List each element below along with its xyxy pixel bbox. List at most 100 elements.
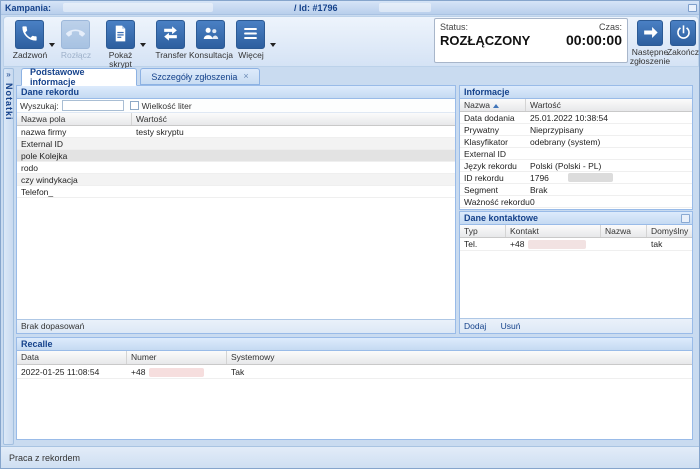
table-row[interactable]: Segment Brak	[460, 184, 692, 196]
info-name-cell: Prywatny	[464, 125, 499, 135]
table-row[interactable]: nazwa firmy testy skryptu	[17, 126, 455, 138]
next-ticket-button[interactable]	[637, 20, 663, 46]
end-button-label[interactable]: Zakończ	[666, 47, 700, 57]
hangup-button-label: Rozłącz	[60, 50, 92, 60]
table-row[interactable]: Data dodania 25.01.2022 10:38:54	[460, 112, 692, 124]
transfer-button-label[interactable]: Transfer	[155, 50, 187, 60]
remove-contact-button[interactable]: Usuń	[500, 321, 521, 331]
contact-data-panel: Dane kontaktowe Typ Kontakt Nazwa Domyśl…	[459, 211, 693, 334]
time-label: Czas:	[598, 22, 622, 32]
table-row[interactable]: Telefon_	[17, 186, 455, 198]
end-button[interactable]	[670, 20, 696, 46]
column-header[interactable]: Kontakt	[506, 225, 601, 237]
table-row[interactable]: External ID	[460, 148, 692, 160]
contact-panel-title: Dane kontaktowe	[464, 213, 539, 223]
info-value-cell: 1796	[526, 172, 692, 183]
table-row[interactable]: Ważność rekordu 0	[460, 196, 692, 208]
recall-date-cell: 2022-01-25 11:08:54	[21, 367, 100, 377]
column-header[interactable]: Nazwa	[601, 225, 647, 237]
show-script-button[interactable]	[106, 20, 135, 49]
phone-prefix: +48	[131, 367, 146, 377]
call-timer: 00:00:00	[565, 32, 622, 48]
next-ticket-button-label[interactable]: Następne zgłoszenie	[629, 47, 671, 66]
info-value-cell	[526, 148, 692, 159]
info-value-cell: 0	[530, 197, 535, 207]
redacted-area	[528, 240, 586, 249]
script-icon	[111, 24, 130, 45]
field-value-cell	[132, 138, 455, 149]
redacted-area	[149, 368, 204, 377]
column-header[interactable]: Data	[17, 351, 127, 364]
contact-grid-header: Typ Kontakt Nazwa Domyślny	[460, 225, 692, 238]
table-row[interactable]: Tel. +48 tak	[460, 238, 692, 251]
info-value-cell: Nieprzypisany	[530, 125, 584, 135]
app-statusbar: Praca z rekordem	[1, 446, 699, 468]
record-id-label: / Id: #1796	[294, 3, 338, 13]
call-button[interactable]	[15, 20, 44, 49]
call-button-label[interactable]: Zadzwoń	[12, 50, 48, 60]
table-row[interactable]: pole Kolejka	[17, 150, 455, 162]
field-value-cell	[132, 186, 455, 197]
column-header[interactable]: Domyślny	[651, 226, 689, 236]
column-header[interactable]: Wartość	[136, 114, 167, 124]
contact-actions-bar: Dodaj Usuń	[460, 318, 692, 333]
expand-icon[interactable]	[681, 214, 690, 223]
table-row[interactable]: czy windykacja	[17, 174, 455, 186]
status-value: ROZŁĄCZONY	[440, 33, 531, 48]
column-header-label: Nazwa	[464, 100, 490, 110]
record-search-row: Wyszukaj: Wielkość liter	[17, 99, 455, 113]
case-sensitive-label: Wielkość liter	[141, 100, 192, 111]
transfer-button[interactable]	[156, 20, 185, 49]
expand-sidebar-icon[interactable]: »	[6, 70, 11, 79]
close-tab-icon[interactable]: ×	[243, 71, 249, 81]
field-value-cell: testy skryptu	[136, 127, 184, 137]
search-input[interactable]	[61, 100, 124, 111]
tab-ticket-details[interactable]: Szczegóły zgłoszenia ×	[140, 68, 260, 85]
column-header[interactable]: Typ	[460, 225, 506, 237]
info-name-cell: External ID	[464, 149, 507, 159]
info-grid-header: Nazwa Wartość	[460, 99, 692, 112]
add-contact-button[interactable]: Dodaj	[464, 321, 487, 331]
show-script-dropdown-icon[interactable]	[140, 43, 146, 47]
sort-asc-icon	[492, 104, 499, 108]
table-row[interactable]: 2022-01-25 11:08:54 +48 Tak	[17, 365, 692, 379]
more-button-label[interactable]: Więcej	[238, 50, 264, 60]
call-dropdown-icon[interactable]	[49, 43, 55, 47]
minimize-icon[interactable]	[688, 4, 697, 12]
table-row[interactable]: Klasyfikator odebrany (system)	[460, 136, 692, 148]
notes-sidebar-collapsed[interactable]: » Notatki	[3, 68, 14, 445]
hangup-icon	[65, 24, 85, 45]
table-row[interactable]: External ID	[17, 138, 455, 150]
redacted-area	[568, 173, 613, 182]
consultation-button[interactable]	[196, 20, 225, 49]
info-value-cell: Brak	[530, 185, 548, 195]
more-button[interactable]	[236, 20, 265, 49]
transfer-icon	[161, 24, 180, 45]
more-dropdown-icon[interactable]	[270, 43, 276, 47]
column-header[interactable]: Wartość	[530, 100, 561, 110]
tab-basic-info-label: Podstawowe informacje	[30, 67, 85, 87]
tab-ticket-details-label: Szczegóły zgłoszenia	[151, 71, 238, 82]
table-row[interactable]: ID rekordu 1796	[460, 172, 692, 184]
record-id-value: 1796	[530, 173, 549, 183]
table-row[interactable]: Język rekordu Polski (Polski - PL)	[460, 160, 692, 172]
column-header[interactable]: Nazwa	[460, 99, 526, 111]
column-header[interactable]: Systemowy	[231, 352, 275, 362]
table-row[interactable]: Prywatny Nieprzypisany	[460, 124, 692, 136]
record-grid-header: Nazwa pola Wartość	[17, 113, 455, 126]
call-status-panel: Status: ROZŁĄCZONY Czas: 00:00:00	[434, 18, 628, 63]
column-header[interactable]: Nazwa pola	[17, 113, 132, 125]
case-sensitive-checkbox[interactable]	[129, 101, 139, 110]
consultation-button-label[interactable]: Konsultacja	[189, 50, 233, 60]
field-name-cell: Telefon_	[21, 187, 54, 197]
record-data-panel: Dane rekordu Wyszukaj: Wielkość liter Na…	[16, 85, 456, 334]
table-row[interactable]: rodo	[17, 162, 455, 174]
recall-system-cell: Tak	[231, 367, 245, 377]
info-panel: Informacje Nazwa Wartość Data dodania 25…	[459, 85, 693, 210]
show-script-button-label[interactable]: Pokaż skrypt	[108, 50, 133, 69]
column-header[interactable]: Numer	[127, 351, 227, 364]
tab-basic-info[interactable]: Podstawowe informacje	[21, 67, 137, 87]
phone-icon	[20, 24, 39, 45]
info-name-cell: Data dodania	[464, 113, 515, 123]
